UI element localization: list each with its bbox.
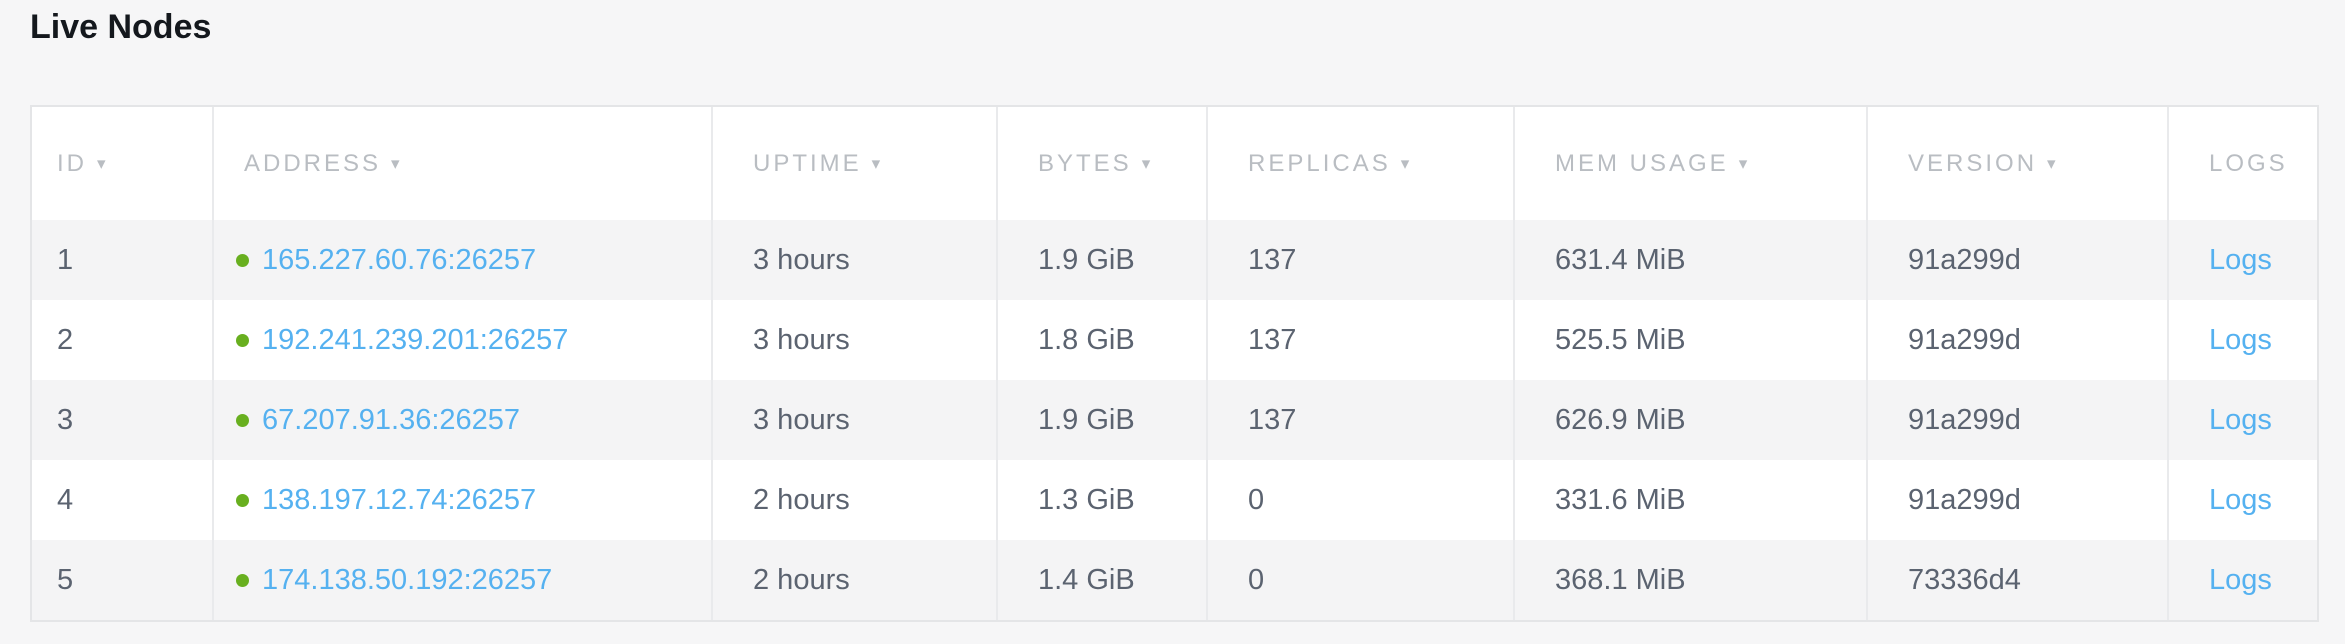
table-header-row: ID ▾ ADDRESS ▾ UPTIME ▾ BYTES ▾ REPLICAS… — [32, 107, 2317, 220]
sort-arrow-icon: ▾ — [97, 154, 106, 173]
cell-mem-usage: 331.6 MiB — [1513, 460, 1866, 540]
page-title: Live Nodes — [30, 8, 212, 46]
cell-node-id: 2 — [57, 323, 74, 356]
node-status-dot — [236, 573, 249, 587]
node-address-link[interactable]: 174.138.50.192:26257 — [262, 563, 553, 596]
live-nodes-table: ID ▾ ADDRESS ▾ UPTIME ▾ BYTES ▾ REPLICAS… — [30, 105, 2319, 622]
logs-link[interactable]: Logs — [2209, 403, 2272, 436]
cell-address: 138.197.12.74:26257 — [212, 460, 711, 540]
sort-arrow-icon: ▾ — [1738, 154, 1748, 173]
table-row: 2 192.241.239.201:26257 3 hours 1.8 GiB … — [32, 300, 2317, 380]
cell-bytes: 1.9 GiB — [996, 220, 1206, 300]
column-header-address[interactable]: ADDRESS ▾ — [212, 107, 711, 220]
node-status-dot — [236, 253, 249, 267]
cell-address: 192.241.239.201:26257 — [212, 300, 711, 380]
cell-mem-usage: 368.1 MiB — [1513, 540, 1866, 620]
cell-uptime: 3 hours — [711, 300, 996, 380]
cell-mem-usage: 525.5 MiB — [1513, 300, 1866, 380]
column-header-label: VERSION — [1908, 149, 2038, 177]
cell-logs: Logs — [2167, 540, 2317, 620]
cell-uptime: 2 hours — [711, 540, 996, 620]
table-row: 4 138.197.12.74:26257 2 hours 1.3 GiB 0 … — [32, 460, 2317, 540]
column-header-label: REPLICAS — [1248, 149, 1391, 177]
column-header-replicas[interactable]: REPLICAS ▾ — [1206, 107, 1513, 220]
node-status-dot — [236, 333, 249, 347]
node-address-link[interactable]: 192.241.239.201:26257 — [262, 323, 569, 356]
column-header-label: UPTIME — [753, 149, 862, 177]
column-header-version[interactable]: VERSION ▾ — [1866, 107, 2167, 220]
column-header-bytes[interactable]: BYTES ▾ — [996, 107, 1206, 220]
sort-arrow-icon: ▾ — [1141, 154, 1151, 173]
table-row: 5 174.138.50.192:26257 2 hours 1.4 GiB 0… — [32, 540, 2317, 620]
table-row: 1 165.227.60.76:26257 3 hours 1.9 GiB 13… — [32, 220, 2317, 300]
cell-replicas: 137 — [1206, 380, 1513, 460]
column-header-label: LOGS — [2209, 149, 2288, 177]
cell-node-id: 1 — [57, 243, 74, 276]
column-header-id[interactable]: ID ▾ — [32, 107, 212, 220]
logs-link[interactable]: Logs — [2209, 323, 2272, 356]
cell-bytes: 1.9 GiB — [996, 380, 1206, 460]
cell-uptime: 3 hours — [711, 220, 996, 300]
cell-mem-usage: 626.9 MiB — [1513, 380, 1866, 460]
sort-arrow-icon: ▾ — [391, 154, 400, 173]
cell-replicas: 137 — [1206, 220, 1513, 300]
column-header-label: BYTES — [1038, 149, 1132, 177]
cell-logs: Logs — [2167, 380, 2317, 460]
cell-logs: Logs — [2167, 300, 2317, 380]
node-address-link[interactable]: 67.207.91.36:26257 — [262, 403, 521, 436]
column-header-label: ADDRESS — [244, 149, 382, 177]
node-address-link[interactable]: 165.227.60.76:26257 — [262, 243, 537, 276]
cell-address: 165.227.60.76:26257 — [212, 220, 711, 300]
cell-node-id: 3 — [57, 403, 74, 436]
column-header-label: MEM USAGE — [1555, 149, 1729, 177]
cell-bytes: 1.3 GiB — [996, 460, 1206, 540]
sort-arrow-icon: ▾ — [1400, 154, 1410, 173]
table-row: 3 67.207.91.36:26257 3 hours 1.9 GiB 137… — [32, 380, 2317, 460]
sort-arrow-icon: ▾ — [2047, 154, 2056, 173]
column-header-mem-usage[interactable]: MEM USAGE ▾ — [1513, 107, 1866, 220]
logs-link[interactable]: Logs — [2209, 483, 2272, 516]
logs-link[interactable]: Logs — [2209, 243, 2272, 276]
cell-logs: Logs — [2167, 220, 2317, 300]
cell-bytes: 1.8 GiB — [996, 300, 1206, 380]
cell-version: 91a299d — [1866, 220, 2167, 300]
cell-version: 91a299d — [1866, 300, 2167, 380]
node-address-link[interactable]: 138.197.12.74:26257 — [262, 483, 537, 516]
cell-version: 91a299d — [1866, 380, 2167, 460]
cell-bytes: 1.4 GiB — [996, 540, 1206, 620]
node-status-dot — [236, 493, 249, 507]
cell-replicas: 0 — [1206, 460, 1513, 540]
node-status-dot — [236, 413, 249, 427]
cell-mem-usage: 631.4 MiB — [1513, 220, 1866, 300]
cell-replicas: 0 — [1206, 540, 1513, 620]
cell-uptime: 3 hours — [711, 380, 996, 460]
logs-link[interactable]: Logs — [2209, 563, 2272, 596]
cell-address: 67.207.91.36:26257 — [212, 380, 711, 460]
cell-version: 73336d4 — [1866, 540, 2167, 620]
cell-logs: Logs — [2167, 460, 2317, 540]
cell-node-id: 5 — [57, 563, 74, 596]
column-header-label: ID — [57, 149, 87, 177]
cell-node-id: 4 — [57, 483, 74, 516]
cell-replicas: 137 — [1206, 300, 1513, 380]
cell-version: 91a299d — [1866, 460, 2167, 540]
sort-arrow-icon: ▾ — [871, 154, 881, 173]
cell-address: 174.138.50.192:26257 — [212, 540, 711, 620]
cell-uptime: 2 hours — [711, 460, 996, 540]
column-header-uptime[interactable]: UPTIME ▾ — [711, 107, 996, 220]
column-header-logs: LOGS — [2167, 107, 2317, 220]
